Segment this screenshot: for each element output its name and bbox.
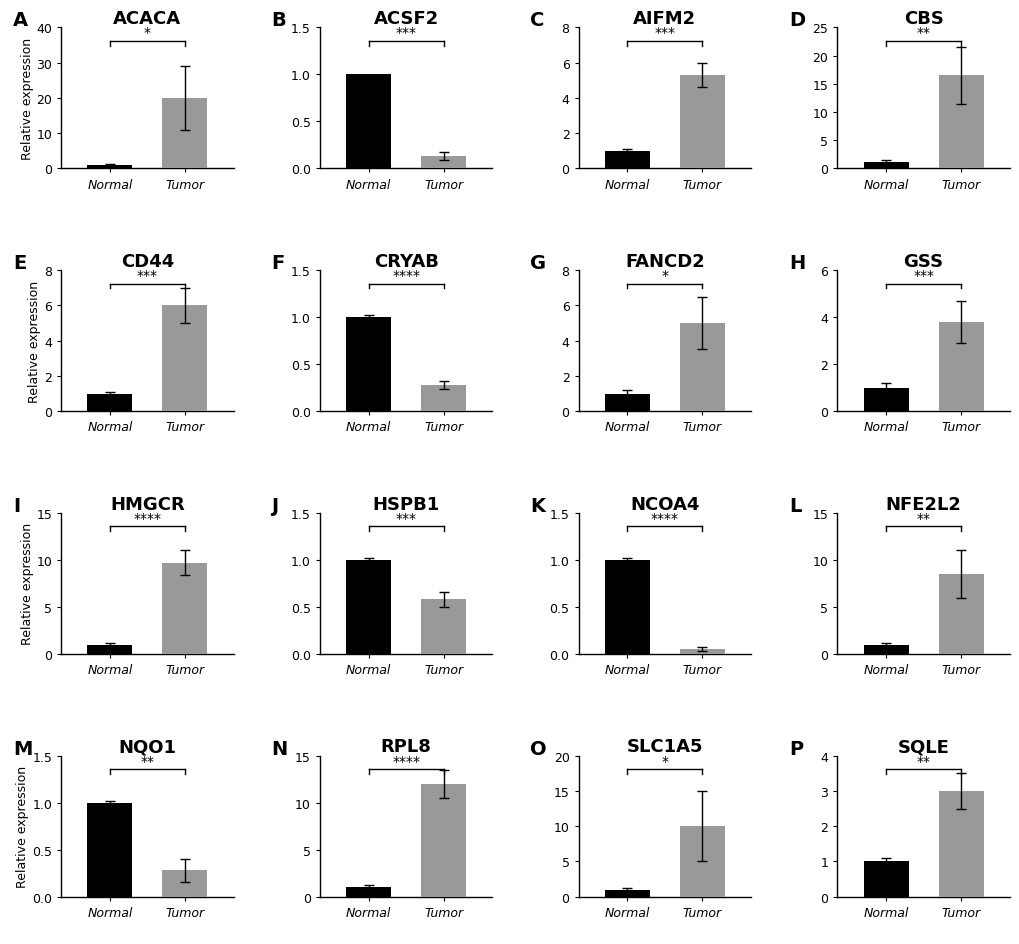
- Bar: [345, 76, 390, 169]
- Text: K: K: [530, 497, 545, 515]
- Text: **: **: [916, 754, 929, 767]
- Title: ACSF2: ACSF2: [373, 10, 438, 28]
- Title: FANCD2: FANCD2: [625, 253, 704, 271]
- Text: ***: ***: [912, 269, 933, 283]
- Title: RPL8: RPL8: [380, 737, 431, 755]
- Text: **: **: [916, 26, 929, 41]
- Bar: [863, 645, 908, 654]
- Text: ***: ***: [395, 512, 416, 525]
- Y-axis label: Relative expression: Relative expression: [20, 38, 34, 160]
- Text: ****: ****: [650, 512, 679, 525]
- Bar: [421, 599, 466, 654]
- Title: NCOA4: NCOA4: [630, 496, 699, 514]
- Bar: [421, 385, 466, 412]
- Bar: [88, 645, 132, 654]
- Text: O: O: [530, 739, 546, 758]
- Text: E: E: [13, 254, 26, 273]
- Title: HSPB1: HSPB1: [372, 496, 439, 514]
- Bar: [421, 157, 466, 169]
- Bar: [162, 564, 207, 654]
- Text: F: F: [271, 254, 284, 273]
- Text: ****: ****: [391, 754, 420, 767]
- Text: I: I: [13, 497, 20, 515]
- Bar: [680, 76, 725, 169]
- Bar: [680, 826, 725, 897]
- Bar: [345, 318, 390, 412]
- Title: SLC1A5: SLC1A5: [626, 737, 702, 755]
- Bar: [162, 870, 207, 897]
- Title: NQO1: NQO1: [118, 737, 176, 755]
- Bar: [863, 162, 908, 169]
- Text: ***: ***: [395, 26, 416, 41]
- Text: H: H: [789, 254, 804, 273]
- Title: CBS: CBS: [903, 10, 943, 28]
- Bar: [88, 166, 132, 169]
- Text: C: C: [530, 11, 544, 30]
- Bar: [88, 395, 132, 412]
- Title: GSS: GSS: [903, 253, 943, 271]
- Text: N: N: [271, 739, 287, 758]
- Bar: [680, 324, 725, 412]
- Title: SQLE: SQLE: [897, 737, 949, 755]
- Bar: [604, 561, 649, 654]
- Text: ****: ****: [391, 269, 420, 283]
- Text: *: *: [144, 26, 151, 41]
- Bar: [162, 306, 207, 412]
- Bar: [937, 323, 982, 412]
- Text: ***: ***: [137, 269, 158, 283]
- Title: AIFM2: AIFM2: [633, 10, 696, 28]
- Bar: [604, 395, 649, 412]
- Y-axis label: Relative expression: Relative expression: [16, 766, 30, 887]
- Text: M: M: [13, 739, 33, 758]
- Bar: [162, 99, 207, 169]
- Text: *: *: [660, 269, 667, 283]
- Y-axis label: Relative expression: Relative expression: [29, 280, 42, 402]
- Bar: [863, 388, 908, 412]
- Title: HMGCR: HMGCR: [110, 496, 184, 514]
- Bar: [863, 862, 908, 897]
- Text: L: L: [789, 497, 801, 515]
- Text: J: J: [271, 497, 278, 515]
- Text: *: *: [660, 754, 667, 767]
- Bar: [88, 802, 132, 897]
- Text: B: B: [271, 11, 286, 30]
- Bar: [937, 791, 982, 897]
- Bar: [937, 574, 982, 654]
- Text: **: **: [916, 512, 929, 525]
- Text: ****: ****: [133, 512, 161, 525]
- Bar: [345, 561, 390, 654]
- Y-axis label: Relative expression: Relative expression: [20, 523, 34, 645]
- Title: CD44: CD44: [120, 253, 174, 271]
- Text: P: P: [789, 739, 802, 758]
- Text: D: D: [789, 11, 804, 30]
- Bar: [937, 76, 982, 169]
- Title: NFE2L2: NFE2L2: [884, 496, 961, 514]
- Bar: [680, 649, 725, 654]
- Text: G: G: [530, 254, 546, 273]
- Text: **: **: [141, 754, 154, 767]
- Bar: [604, 890, 649, 897]
- Bar: [421, 784, 466, 897]
- Title: CRYAB: CRYAB: [373, 253, 438, 271]
- Bar: [604, 152, 649, 169]
- Bar: [345, 887, 390, 897]
- Text: ***: ***: [654, 26, 675, 41]
- Text: A: A: [13, 11, 28, 30]
- Title: ACACA: ACACA: [113, 10, 181, 28]
